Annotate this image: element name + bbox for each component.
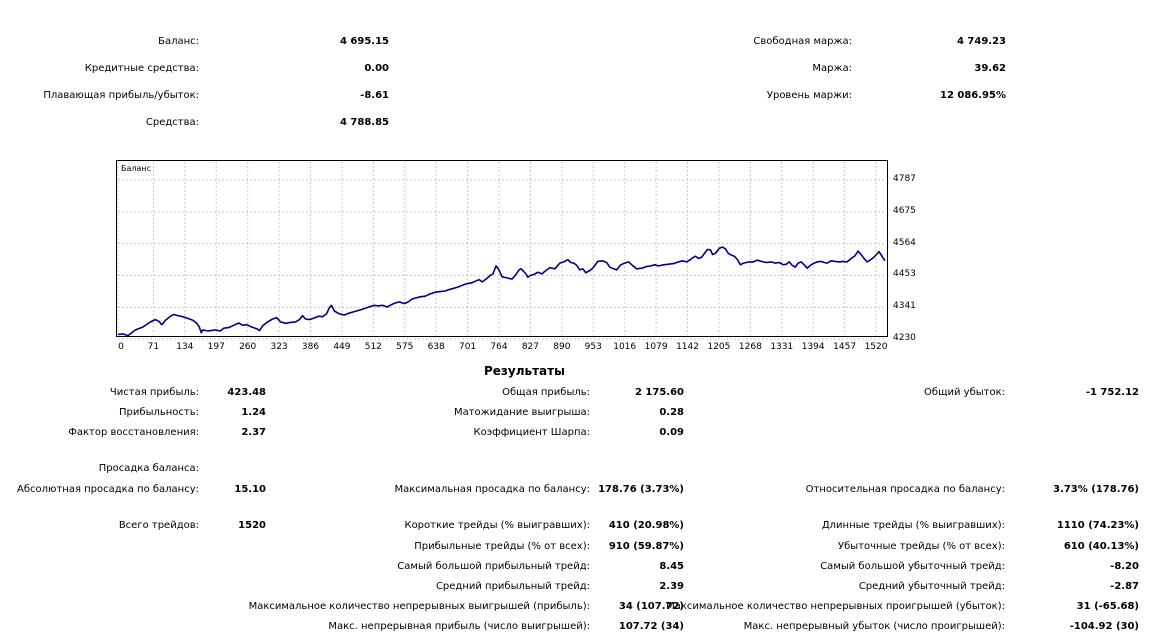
credit-label: Кредитные средства:: [84, 63, 199, 74]
stat-label: Абсолютная просадка по балансу:: [17, 484, 199, 495]
margin-level-value: 12 086.95%: [939, 90, 1006, 101]
stat-value: 178.76 (3.73%): [598, 484, 684, 495]
x-tick-label: 323: [270, 342, 288, 352]
y-tick-label: 4564: [893, 237, 916, 248]
y-tick-label: 4675: [893, 205, 916, 216]
x-tick-label: 0: [118, 342, 124, 352]
x-tick-label: 1520: [864, 342, 888, 352]
stat-label: Коэффициент Шарпа:: [473, 427, 590, 438]
stat-value: 31 (-65.68): [1076, 601, 1139, 612]
stat-label: Прибыльность:: [119, 407, 199, 418]
stat-label: Короткие трейды (% выигравших):: [404, 520, 590, 531]
stat-value: 1110 (74.23%): [1056, 520, 1139, 531]
stat-label: Максимальная просадка по балансу:: [394, 484, 590, 495]
stat-value: -2.87: [1110, 581, 1139, 592]
stat-value: 2 175.60: [634, 387, 684, 398]
x-tick-label: 512: [364, 342, 382, 352]
stat-label: Прибыльные трейды (% от всех):: [414, 541, 590, 552]
margin-level-label: Уровень маржи:: [766, 90, 852, 101]
y-tick-label: 4341: [893, 301, 916, 312]
stat-value: 2.39: [659, 581, 684, 592]
y-tick-label: 4787: [893, 174, 916, 184]
free-margin-value: 4 749.23: [956, 36, 1006, 47]
stat-value: -8.20: [1110, 561, 1139, 572]
stat-value: -1 752.12: [1085, 387, 1139, 398]
x-tick-label: 638: [427, 342, 445, 352]
x-tick-label: 1394: [801, 342, 825, 352]
free-margin-label: Свободная маржа:: [753, 36, 852, 47]
stat-label: Длинные трейды (% выигравших):: [821, 520, 1005, 531]
stat-value: 3.73% (178.76): [1053, 484, 1139, 495]
stat-label: Общая прибыль:: [502, 387, 590, 398]
x-tick-label: 1457: [833, 342, 857, 352]
stat-value: -104.92 (30): [1069, 621, 1139, 632]
x-tick-label: 71: [147, 342, 160, 352]
x-tick-label: 890: [553, 342, 571, 352]
margin-label: Маржа:: [812, 63, 852, 74]
stat-value: 107.72 (34): [618, 621, 684, 632]
stat-value: 0.28: [659, 407, 684, 418]
stat-value: 8.45: [659, 561, 684, 572]
x-tick-label: 134: [176, 342, 194, 352]
stat-value: 1.24: [241, 407, 266, 418]
stat-value: 2.37: [241, 427, 266, 438]
stat-label: Макс. непрерывный убыток (число проигрыш…: [743, 621, 1005, 632]
stat-value: 0.09: [659, 427, 684, 438]
x-tick-label: 197: [207, 342, 225, 352]
stat-label: Убыточные трейды (% от всех):: [837, 541, 1005, 552]
floating-pl-label: Плавающая прибыль/убыток:: [43, 90, 199, 101]
stat-value: 34 (107.72): [618, 601, 684, 612]
x-tick-label: 1142: [676, 342, 699, 352]
margin-value: 39.62: [974, 63, 1006, 74]
x-tick-label: 575: [396, 342, 414, 352]
stat-value: 1520: [238, 520, 266, 531]
credit-value: 0.00: [364, 63, 389, 74]
y-tick-label: 4230: [893, 333, 916, 343]
stat-label: Матожидание выигрыша:: [453, 407, 590, 418]
stat-label: Максимальное количество непрерывных прои…: [666, 601, 1005, 612]
x-tick-label: 1331: [770, 342, 794, 352]
results-title: Результаты: [484, 364, 565, 378]
x-tick-label: 260: [239, 342, 257, 352]
x-tick-label: 1268: [738, 342, 762, 352]
equity-value: 4 788.85: [339, 117, 389, 128]
x-tick-label: 764: [490, 342, 508, 352]
stat-value: 423.48: [227, 387, 266, 398]
stat-value: 410 (20.98%): [608, 520, 684, 531]
x-tick-label: 1205: [707, 342, 731, 352]
stat-label: Общий убыток:: [924, 387, 1005, 398]
x-tick-label: 701: [458, 342, 477, 352]
balance-value: 4 695.15: [339, 36, 389, 47]
stat-label: Просадка баланса:: [98, 463, 199, 474]
x-tick-label: 1079: [644, 342, 668, 352]
x-tick-label: 827: [521, 342, 540, 352]
stat-value: 910 (59.87%): [608, 541, 684, 552]
stat-label: Максимальное количество непрерывных выиг…: [248, 601, 590, 612]
x-tick-label: 386: [301, 342, 320, 352]
x-tick-label: 1016: [613, 342, 637, 352]
balance-label: Баланс:: [158, 36, 199, 47]
stat-label: Относительная просадка по балансу:: [805, 484, 1005, 495]
stat-label: Самый большой убыточный трейд:: [820, 561, 1005, 572]
stat-label: Средний убыточный трейд:: [858, 581, 1005, 592]
balance-series-line: [117, 246, 886, 337]
stat-label: Всего трейдов:: [118, 520, 199, 531]
stat-label: Чистая прибыль:: [109, 387, 199, 398]
stat-value: 15.10: [234, 484, 266, 495]
stat-label: Макс. непрерывная прибыль (число выигрыш…: [328, 621, 590, 632]
stat-label: Самый большой прибыльный трейд:: [397, 561, 590, 572]
stat-label: Средний прибыльный трейд:: [435, 581, 590, 592]
equity-label: Средства:: [145, 117, 199, 128]
y-tick-label: 4453: [893, 269, 916, 280]
x-tick-label: 449: [333, 342, 351, 352]
floating-pl-value: -8.61: [360, 90, 389, 101]
chart-title: Баланс: [121, 164, 152, 173]
stat-label: Фактор восстановления:: [68, 427, 199, 438]
stat-value: 610 (40.13%): [1063, 541, 1139, 552]
x-tick-label: 953: [584, 342, 602, 352]
